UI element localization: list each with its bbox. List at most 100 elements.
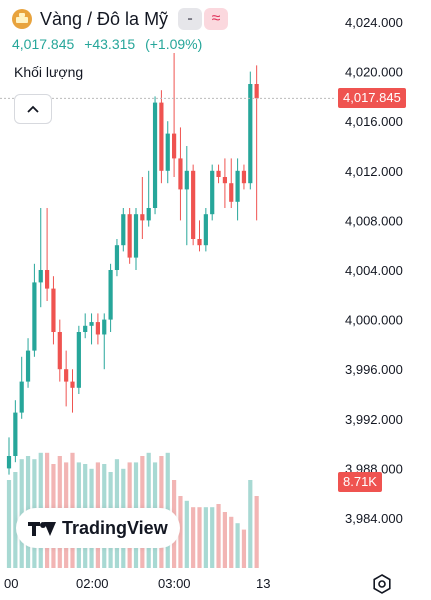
time-tick-label: 13 — [256, 576, 270, 591]
candle-body — [102, 319, 107, 335]
candle-body — [25, 350, 31, 382]
price-change: +43.315 — [84, 36, 136, 52]
price-tick-label: 4,020.000 — [345, 65, 403, 80]
volume-bar — [210, 507, 215, 568]
candle-body — [127, 214, 132, 258]
candle — [70, 369, 75, 413]
volume-bar — [241, 529, 247, 568]
candle — [197, 220, 202, 252]
candle — [51, 276, 56, 345]
candle — [184, 146, 189, 246]
candle-body — [254, 84, 259, 99]
tradingview-logo[interactable]: TradingView — [16, 508, 180, 548]
line-mode-button[interactable]: - — [178, 8, 203, 30]
candle-body — [32, 282, 37, 351]
candles — [6, 53, 259, 475]
volume-bar — [184, 500, 189, 568]
candle — [114, 239, 120, 277]
candle — [229, 158, 234, 208]
candle — [57, 319, 62, 382]
candle — [152, 96, 158, 215]
price-change-pct: (+1.09%) — [145, 36, 203, 52]
candle-body — [172, 133, 177, 159]
candle-body — [184, 170, 189, 190]
time-tick-label: 02:00 — [76, 576, 109, 591]
price-tick-label: 4,004.000 — [345, 263, 403, 278]
price-tick-label: 4,000.000 — [345, 313, 403, 328]
candle — [95, 313, 100, 345]
candle — [254, 65, 259, 221]
candle-body — [70, 381, 75, 388]
candle-body — [152, 102, 158, 208]
candle-body — [191, 170, 196, 239]
candle-body — [121, 214, 126, 246]
candle-body — [95, 322, 100, 335]
price-tick-label: 3,996.000 — [345, 362, 403, 377]
candle-body — [146, 208, 151, 221]
price-tick-label: 3,992.000 — [345, 412, 403, 427]
candle — [13, 400, 18, 463]
candle — [76, 325, 81, 394]
candle-body — [235, 170, 240, 202]
time-tick-label: 00 — [4, 576, 18, 591]
candle-body — [57, 332, 62, 370]
volume-bar — [235, 523, 240, 568]
candle-body — [178, 158, 183, 190]
candle — [140, 177, 145, 239]
candle — [127, 208, 132, 264]
candle-body — [203, 214, 208, 246]
candle — [248, 71, 253, 190]
candle-body — [114, 245, 120, 270]
current-price: 4,017.845 — [12, 36, 75, 52]
volume-bar — [191, 507, 196, 568]
chevron-up-icon — [27, 105, 39, 113]
candle — [216, 164, 221, 184]
candle-body — [159, 102, 164, 171]
price-tick-label: 4,012.000 — [345, 164, 403, 179]
gear-icon[interactable] — [372, 574, 392, 594]
candle-body — [133, 214, 139, 258]
candle-body — [6, 456, 12, 469]
candle — [222, 158, 227, 208]
candle — [241, 164, 247, 190]
candle-body — [13, 412, 18, 456]
candle — [6, 437, 12, 475]
candle — [108, 263, 113, 332]
volume-bar — [197, 507, 202, 568]
tradingview-mark-icon — [28, 520, 56, 536]
candle — [172, 53, 177, 177]
candle-body — [108, 270, 113, 320]
candle — [121, 208, 126, 252]
candle-body — [19, 381, 24, 413]
volume-bar — [6, 480, 12, 568]
chart-header: Vàng / Đô la Mỹ - ≈ 4,017.845 +43.315 (+… — [0, 0, 431, 60]
price-tick-label: 4,016.000 — [345, 114, 403, 129]
symbol-row[interactable]: Vàng / Đô la Mỹ - ≈ — [12, 8, 229, 30]
symbol-title[interactable]: Vàng / Đô la Mỹ — [40, 8, 169, 29]
volume-bar — [203, 507, 208, 568]
volume-badge: 8.71K — [338, 472, 382, 492]
volume-bar — [13, 472, 18, 568]
price-row: 4,017.845 +43.315 (+1.09%) — [12, 36, 208, 52]
last-price-badge: 4,017.845 — [338, 88, 406, 109]
wave-mode-button[interactable]: ≈ — [204, 8, 229, 30]
candle-body — [45, 270, 50, 289]
price-tick-label: 3,984.000 — [345, 511, 403, 526]
candle-body — [83, 325, 88, 332]
candle-body — [248, 84, 253, 184]
candle-body — [222, 177, 227, 184]
candle-body — [165, 133, 170, 171]
collapse-button[interactable] — [14, 94, 52, 124]
candle — [64, 350, 69, 407]
time-axis: 00 02:00 03:00 13 — [4, 576, 270, 591]
candle — [25, 338, 31, 388]
candle — [210, 164, 215, 221]
candle-body — [51, 288, 56, 332]
candle-body — [64, 369, 69, 382]
candle — [45, 208, 50, 301]
time-tick-label: 03:00 — [158, 576, 191, 591]
volume-bar — [216, 504, 221, 568]
tradingview-logo-text: TradingView — [62, 517, 168, 538]
candle — [178, 127, 183, 221]
volume-bar — [222, 512, 227, 568]
